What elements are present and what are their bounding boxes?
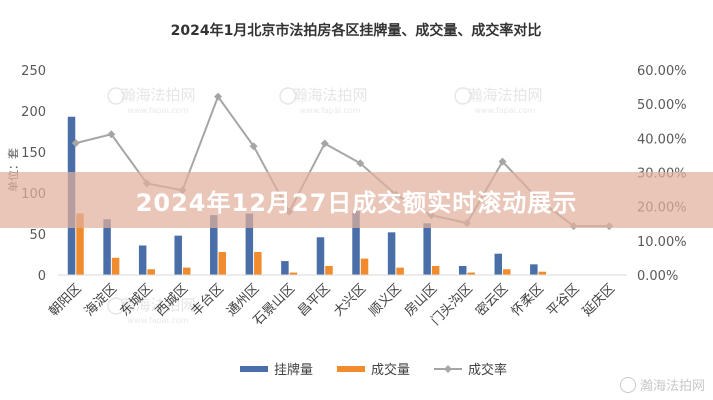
watermark-logo-icon — [107, 87, 125, 105]
corner-watermark: 瀚海法拍网 — [619, 375, 705, 394]
watermark-logo-icon — [107, 297, 125, 315]
watermark-logo-icon — [619, 376, 636, 393]
watermark-url: www.fapai.com — [475, 106, 536, 115]
bar-挂牌量 — [245, 213, 254, 275]
y2-tick-label: 60.00% — [637, 64, 687, 79]
bar-成交量 — [396, 267, 404, 275]
bar-成交量 — [503, 269, 511, 275]
watermark-text: 瀚海法拍网 — [120, 296, 195, 314]
chart-title: 2024年1月北京市法拍房各区挂牌量、成交量、成交率对比 — [171, 22, 542, 39]
corner-watermark-text: 瀚海法拍网 — [639, 379, 705, 394]
watermark-text: 瀚海法拍网 — [467, 86, 542, 104]
watermark-url: www.fapai.com — [300, 106, 361, 115]
y2-tick-label: 0.00% — [637, 269, 678, 284]
bar-成交量 — [111, 257, 120, 275]
legend-label: 成交量 — [371, 362, 410, 378]
line-point — [498, 157, 507, 166]
x-tick-label: 密云区 — [472, 281, 511, 320]
legend-label: 挂牌量 — [274, 362, 313, 378]
bar-成交量 — [76, 213, 84, 275]
line-point — [107, 130, 116, 139]
bar-挂牌量 — [494, 253, 503, 275]
bar-挂牌量 — [352, 211, 360, 275]
bar-成交量 — [289, 272, 298, 275]
x-tick-label: 昌平区 — [295, 281, 333, 319]
line-point — [71, 139, 80, 148]
x-tick-label: 大兴区 — [331, 281, 369, 319]
bar-挂牌量 — [281, 261, 289, 275]
bar-挂牌量 — [530, 264, 538, 275]
y2-tick-label: 40.00% — [637, 132, 687, 147]
watermark-logo-icon — [279, 87, 297, 105]
bar-成交量 — [360, 258, 369, 275]
bar-挂牌量 — [210, 215, 218, 275]
promo-banner: 2024年12月27日成交额实时滚动展示 — [0, 172, 713, 228]
bar-挂牌量 — [387, 232, 396, 275]
bar-成交量 — [467, 272, 475, 275]
x-tick-label: 延庆区 — [580, 281, 618, 319]
y-tick-label: 150 — [21, 146, 46, 161]
watermark-url: www.fapai.com — [128, 316, 189, 325]
bar-挂牌量 — [458, 265, 467, 275]
bar-挂牌量 — [103, 219, 111, 275]
y2-tick-label: 50.00% — [637, 98, 687, 113]
y-tick-label: 250 — [21, 64, 46, 79]
legend-swatch — [337, 366, 365, 372]
y-tick-label: 200 — [21, 105, 46, 120]
bar-成交量 — [182, 267, 191, 275]
line-point — [356, 159, 365, 168]
bar-挂牌量 — [316, 237, 325, 275]
bar-挂牌量 — [138, 245, 147, 275]
legend-label: 成交率 — [468, 362, 507, 378]
line-point — [320, 139, 329, 148]
y-tick-label: 50 — [29, 228, 46, 243]
bar-成交量 — [431, 265, 440, 275]
bar-成交量 — [218, 252, 227, 275]
y-tick-label: 0 — [38, 269, 46, 284]
x-tick-label: 朝阳区 — [46, 281, 84, 319]
bar-成交量 — [254, 252, 262, 275]
bar-成交量 — [147, 269, 155, 275]
bar-成交量 — [538, 271, 547, 275]
y2-tick-label: 10.00% — [637, 235, 687, 250]
x-tick-label: 平谷区 — [544, 281, 582, 319]
line-point — [214, 92, 223, 101]
x-tick-label: 顺义区 — [366, 281, 404, 319]
watermark-text: 瀚海法拍网 — [292, 86, 367, 104]
watermark-text: 瀚海法拍网 — [120, 86, 195, 104]
legend-marker — [444, 365, 452, 373]
bar-挂牌量 — [174, 235, 182, 275]
promo-banner-text: 2024年12月27日成交额实时滚动展示 — [135, 188, 578, 217]
watermarks: 瀚海法拍网 www.fapai.com 瀚海法拍网 www.fapai.com 瀚海法拍… — [107, 86, 543, 325]
bar-挂牌量 — [423, 223, 431, 275]
watermark-url: www.fapai.com — [128, 106, 189, 115]
line-point — [249, 142, 258, 151]
legend-swatch — [240, 366, 268, 372]
bar-成交量 — [325, 265, 333, 275]
x-tick-label: 怀柔区 — [509, 281, 547, 319]
legend: 挂牌量 成交量 成交率 — [240, 362, 507, 378]
watermark-logo-icon — [454, 87, 472, 105]
